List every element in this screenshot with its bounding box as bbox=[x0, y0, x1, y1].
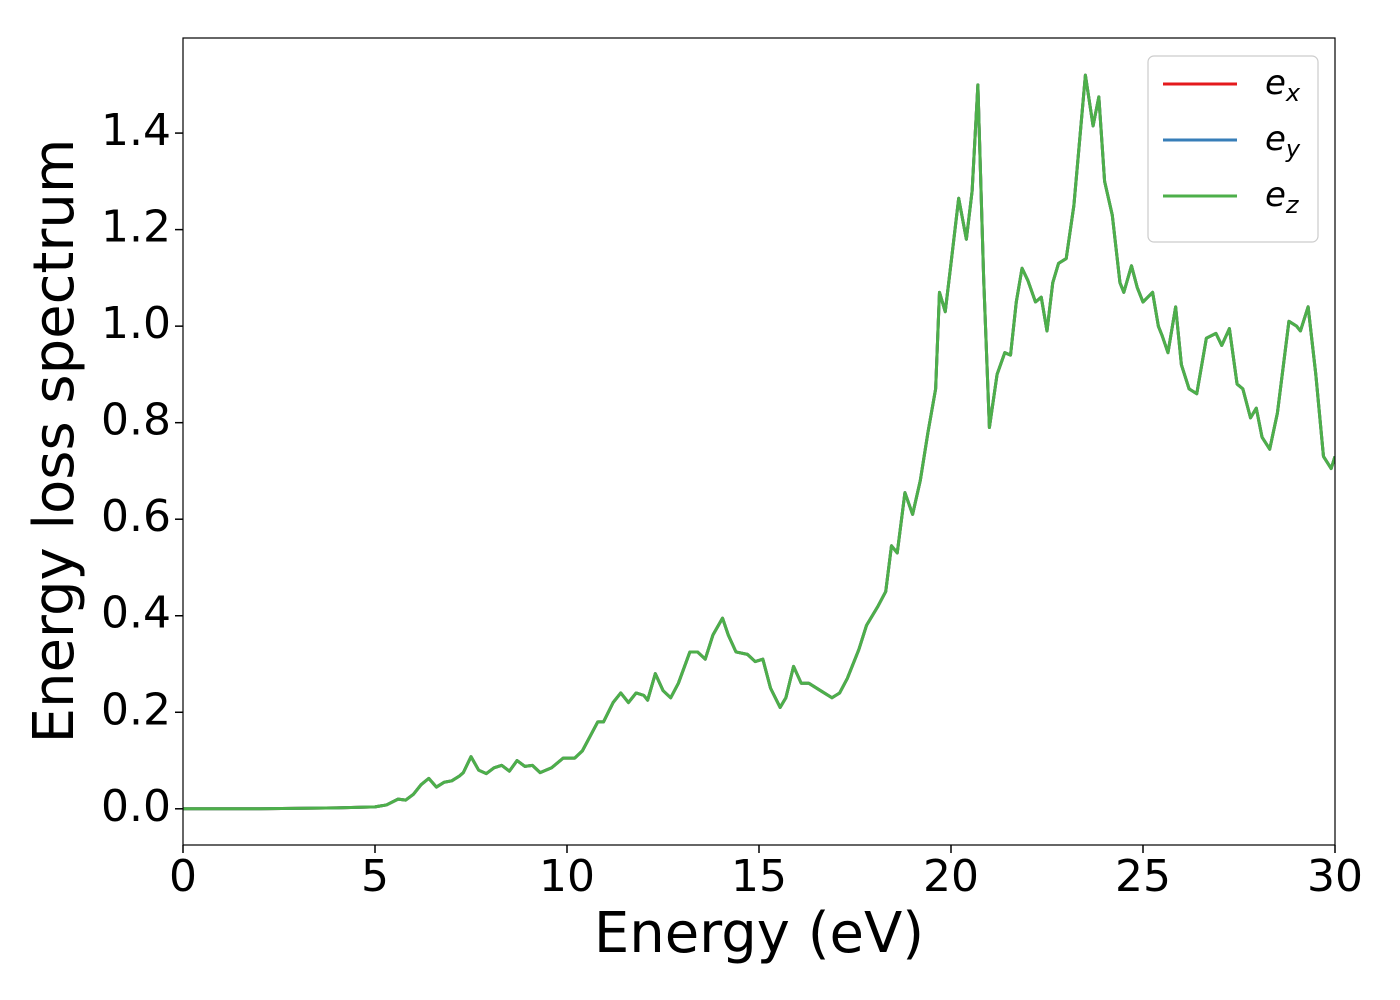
x-axis-label: Energy (eV) bbox=[594, 901, 924, 966]
y-tick-label: 1.4 bbox=[101, 105, 171, 156]
x-tick-label: 0 bbox=[169, 851, 197, 902]
legend-label: ey bbox=[1265, 119, 1301, 164]
y-tick-label: 0.6 bbox=[101, 491, 171, 542]
y-tick-label: 0.4 bbox=[101, 588, 171, 639]
x-tick-label: 15 bbox=[731, 851, 787, 902]
y-tick-label: 0.0 bbox=[101, 781, 171, 832]
legend-label: ex bbox=[1265, 63, 1301, 108]
y-axis-label: Energy loss spectrum bbox=[22, 139, 87, 744]
y-tick-label: 1.0 bbox=[101, 298, 171, 349]
y-tick-label: 0.8 bbox=[101, 395, 171, 446]
x-tick-label: 25 bbox=[1115, 851, 1171, 902]
data-line bbox=[183, 73, 1335, 811]
x-tick-label: 30 bbox=[1307, 851, 1363, 902]
x-tick-label: 20 bbox=[923, 851, 979, 902]
y-tick-label: 0.2 bbox=[101, 684, 171, 735]
plot-frame bbox=[182, 37, 1336, 846]
x-tick-label: 10 bbox=[539, 851, 595, 902]
x-tick-label: 5 bbox=[361, 851, 389, 902]
legend-label: ez bbox=[1265, 175, 1300, 220]
y-tick-label: 1.2 bbox=[101, 202, 171, 253]
